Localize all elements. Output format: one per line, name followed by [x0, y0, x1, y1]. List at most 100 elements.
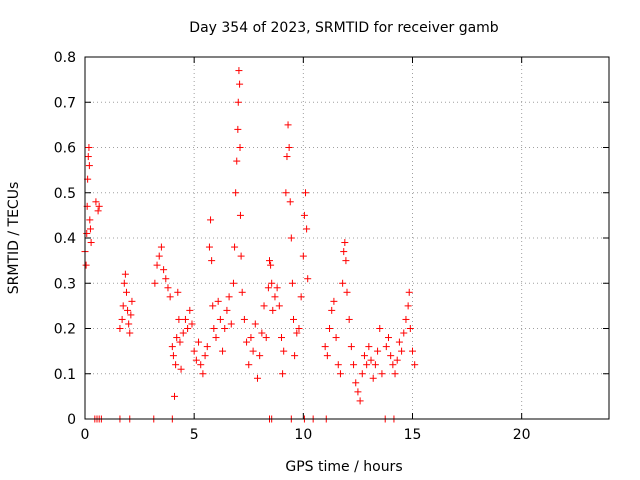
data-point [249, 347, 257, 355]
y-tick-label: 0.4 [54, 231, 76, 247]
data-point [365, 343, 373, 351]
data-point [225, 293, 233, 301]
data-point [411, 361, 419, 369]
data-point [122, 288, 130, 296]
data-point [195, 338, 203, 346]
data-point [303, 225, 311, 233]
chart-title: Day 354 of 2023, SRMTID for receiver gam… [189, 20, 499, 36]
data-point [85, 144, 93, 151]
data-point [121, 270, 129, 278]
axis-ticks: 0 0.1 0.2 0.3 0.4 0.5 0.6 0.7 0.8 0 5 10 15 20 [54, 50, 609, 443]
data-point [279, 370, 287, 378]
data-point [181, 315, 189, 323]
data-point [155, 252, 163, 260]
data-point [208, 257, 216, 265]
data-point [160, 266, 168, 274]
data-point [188, 320, 196, 328]
data-point [164, 284, 172, 292]
data-point [406, 325, 414, 332]
data-point [393, 356, 401, 364]
data-point [233, 157, 241, 165]
y-tick-label: 0.8 [54, 50, 76, 66]
data-point [354, 388, 362, 396]
data-point [395, 338, 403, 346]
data-point [269, 306, 277, 314]
data-point [326, 325, 334, 332]
data-point [389, 361, 397, 369]
data-point [128, 297, 136, 305]
data-point [299, 252, 307, 260]
data-point [245, 361, 253, 369]
data-point [262, 334, 270, 342]
data-point [268, 279, 276, 287]
x-tick-label: 15 [404, 427, 422, 443]
data-point [203, 343, 211, 351]
data-point [273, 284, 281, 292]
data-point [398, 347, 406, 355]
data-point [237, 252, 245, 260]
data-point [350, 361, 358, 369]
data-point [174, 288, 182, 296]
data-point [214, 297, 222, 305]
data-point [282, 189, 290, 197]
data-point [251, 320, 259, 328]
data-point [190, 347, 198, 355]
data-point [86, 216, 94, 224]
data-point [173, 334, 181, 342]
data-point [247, 334, 255, 342]
data-point [231, 243, 239, 251]
data-point [358, 370, 366, 378]
data-point [157, 243, 165, 251]
data-point [210, 325, 218, 332]
data-point [360, 352, 368, 360]
data-point [334, 361, 342, 369]
data-point [328, 306, 336, 314]
points [81, 67, 419, 423]
data-point [339, 279, 347, 287]
data-point [234, 98, 242, 106]
data-point [363, 361, 371, 369]
x-tick-label: 20 [513, 427, 531, 443]
data-point [409, 347, 416, 355]
data-point [235, 67, 243, 75]
data-point [176, 338, 184, 346]
data-point [209, 302, 217, 310]
data-point [391, 370, 399, 378]
data-point [243, 338, 251, 346]
data-point [352, 379, 360, 387]
data-point [119, 302, 127, 310]
data-point [343, 288, 351, 296]
data-point [124, 306, 132, 314]
data-point [280, 347, 288, 355]
data-point [207, 216, 215, 224]
data-point [212, 334, 220, 342]
data-point [265, 257, 273, 265]
data-point [232, 189, 240, 197]
x-axis-label: GPS time / hours [285, 459, 402, 475]
data-point [87, 239, 95, 247]
x-tick-label: 10 [294, 427, 312, 443]
data-point [287, 234, 295, 242]
data-point [175, 315, 183, 323]
data-point [216, 315, 224, 323]
data-point [293, 329, 301, 337]
data-point [275, 302, 283, 310]
data-point [221, 325, 229, 332]
data-point [169, 352, 177, 360]
data-point [120, 279, 128, 287]
data-point [184, 325, 192, 332]
y-tick-label: 0.6 [54, 141, 76, 157]
data-point [347, 343, 355, 351]
data-point [168, 343, 176, 351]
data-point [284, 121, 292, 129]
data-point [374, 347, 382, 355]
data-point [238, 288, 246, 296]
y-tick-label: 0 [67, 412, 76, 428]
data-point [151, 279, 159, 287]
data-point [127, 311, 135, 319]
data-point [384, 334, 392, 342]
data-point [192, 356, 200, 364]
data-point [171, 392, 179, 400]
data-point [382, 343, 390, 351]
